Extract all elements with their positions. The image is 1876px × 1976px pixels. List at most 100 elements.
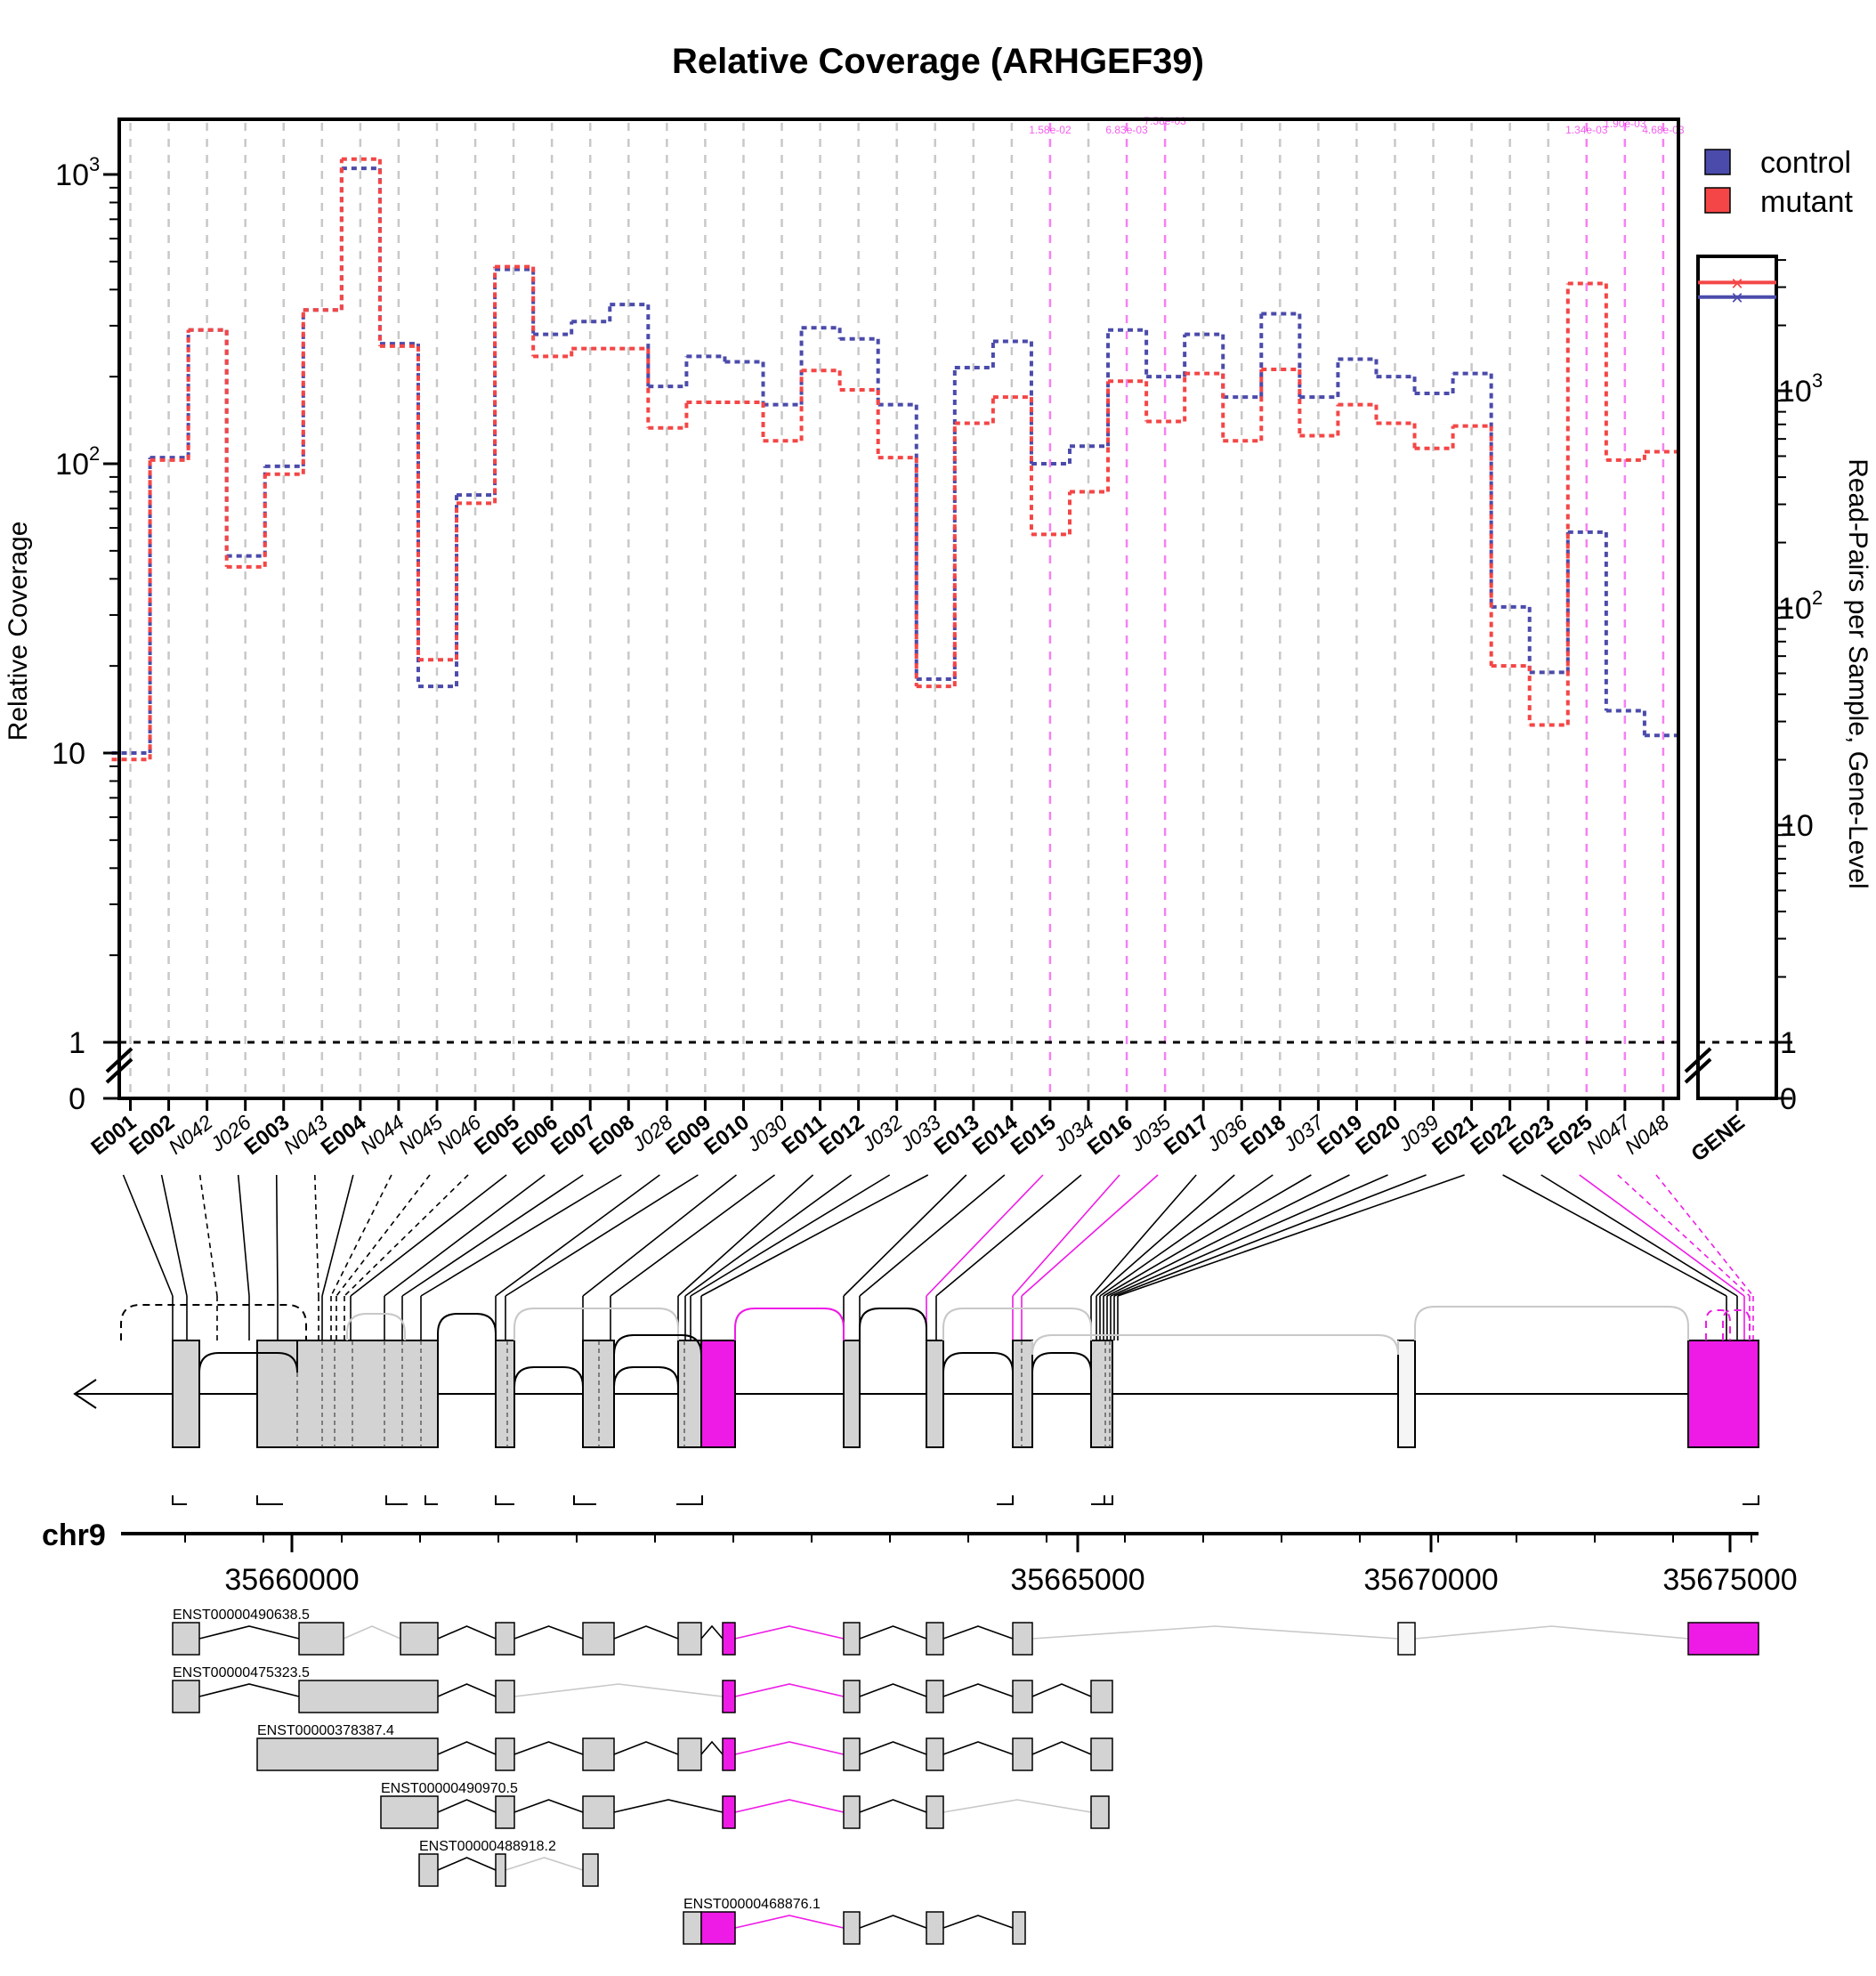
genome-axis: chr9 35660000 35665000 35670000 35675000 [42, 1518, 1798, 1597]
transcript-intron [613, 1625, 679, 1640]
exon-box [1397, 1340, 1416, 1448]
transcript-intron [1414, 1625, 1689, 1640]
exon-corner-tick [1100, 1495, 1113, 1505]
transcript-exon [843, 1622, 861, 1656]
transcript-exon [495, 1853, 506, 1887]
connector-n046 [344, 1174, 469, 1297]
y2-axis-label: Read-Pairs per Sample, Gene-Level [1843, 458, 1872, 889]
genome-tick-label: 35675000 [1662, 1563, 1797, 1597]
transcript-track: ENST00000490638.5 [172, 1608, 1759, 1656]
transcript-exon [843, 1737, 861, 1771]
connector-j028 [495, 1174, 660, 1297]
connector-j037 [1103, 1174, 1312, 1297]
transcript-intron [859, 1683, 927, 1697]
genome-tick-label: 35665000 [1010, 1563, 1144, 1597]
connector-j035 [1021, 1174, 1159, 1297]
connector-j033 [700, 1174, 929, 1297]
transcript-intron [859, 1915, 927, 1929]
transcript-exon [582, 1853, 599, 1887]
transcript-intron [942, 1741, 1014, 1755]
transcript-intron [437, 1741, 497, 1755]
connector-e014 [859, 1174, 1006, 1297]
grid-lines [129, 123, 1549, 1098]
transcript-tracks: ENST00000490638.5 ENST00000475323.5 ENST00… [172, 1608, 1759, 1945]
exon-corner-tick [676, 1495, 703, 1505]
transcript-intron [942, 1683, 1014, 1697]
chromosome-label: chr9 [42, 1518, 106, 1552]
connector-e019 [1106, 1174, 1350, 1297]
junction-arc [198, 1340, 298, 1373]
transcript-exon [722, 1680, 736, 1713]
exon-box [172, 1340, 200, 1448]
transcript-intron [437, 1683, 497, 1697]
y2-tick-label-exp: 2 [1812, 587, 1823, 609]
transcript-exon [582, 1795, 615, 1829]
junction-arc [513, 1308, 679, 1340]
transcript-exon [1090, 1680, 1113, 1713]
transcript-exon [1012, 1911, 1026, 1945]
transcript-exon [843, 1795, 861, 1829]
gene-model [73, 1304, 1759, 1505]
y-tick-label: 1 [69, 1026, 85, 1060]
transcript-track: ENST00000378387.4 [256, 1723, 1113, 1771]
transcript-intron [859, 1799, 927, 1813]
junction-arc-significant [1722, 1309, 1751, 1340]
connector-e025 [1579, 1174, 1745, 1297]
connector-j026 [237, 1174, 250, 1297]
exon-corner-tick [573, 1495, 596, 1505]
transcript-track: ENST00000468876.1 [683, 1897, 1026, 1945]
connector-n043 [314, 1174, 319, 1297]
transcript-intron [942, 1625, 1014, 1640]
transcript-exon [298, 1622, 344, 1656]
gene-label: GENE [1686, 1110, 1749, 1166]
y-tick-label-exp: 2 [89, 442, 100, 465]
y-axis-label: Relative Coverage [4, 522, 33, 741]
connector-e021 [1117, 1174, 1465, 1297]
transcript-exon [495, 1622, 515, 1656]
connector-j032 [690, 1174, 891, 1297]
transcript-track: ENST00000490970.5 [380, 1781, 1110, 1829]
significance-label: 6.83e-03 [1105, 124, 1148, 136]
connector-e012 [684, 1174, 853, 1297]
axis-break [1684, 1047, 1712, 1073]
connector-e008 [420, 1174, 622, 1297]
gene-bar-control-marker: × [1731, 287, 1743, 311]
transcript-intron [1031, 1625, 1399, 1640]
y-tick-label: 10 [55, 158, 89, 192]
exon-box [495, 1340, 515, 1448]
connector-e016 [1012, 1174, 1120, 1297]
category-labels: E001E002N042J026E003N043E004N044N045N046… [86, 1110, 1749, 1167]
exon-box [256, 1340, 439, 1448]
junction-arc [437, 1313, 497, 1340]
connector-e018 [1099, 1174, 1274, 1297]
transcript-exon [1012, 1680, 1033, 1713]
legend-label-control: control [1760, 146, 1851, 180]
exon-box [926, 1340, 944, 1448]
transcript-exon [926, 1795, 944, 1829]
junction-arc [734, 1308, 845, 1340]
connector-e004 [321, 1174, 354, 1297]
transcript-label: ENST00000468876.1 [683, 1897, 821, 1912]
transcript-exon [722, 1737, 736, 1771]
transcript-intron [437, 1857, 497, 1871]
transcript-exon [1012, 1622, 1033, 1656]
exon-box [677, 1340, 702, 1448]
y2-tick-label: 10 [1778, 375, 1812, 409]
connector-e010 [582, 1174, 737, 1297]
connector-e007 [401, 1174, 584, 1297]
connector-j030 [610, 1174, 775, 1297]
exon-box [700, 1340, 736, 1448]
chart-title: Relative Coverage (ARHGEF39) [672, 42, 1204, 81]
series-lines [111, 157, 1682, 762]
connector-n042 [198, 1174, 218, 1297]
plot-frame [117, 117, 1680, 1100]
transcript-intron [343, 1625, 401, 1640]
y-tick-label: 0 [69, 1082, 85, 1116]
junction-arc [859, 1308, 927, 1340]
category-label-j032: J032 [857, 1110, 907, 1156]
transcript-exon [1012, 1737, 1033, 1771]
genome-tick-label: 35670000 [1363, 1563, 1498, 1597]
